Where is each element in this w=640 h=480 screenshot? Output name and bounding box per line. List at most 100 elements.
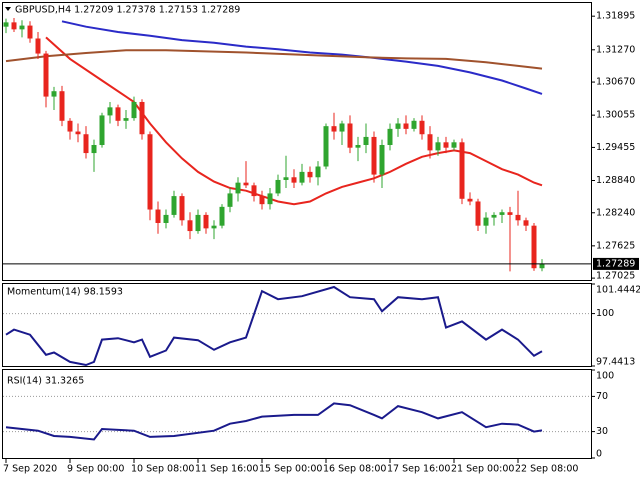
y-tick-label: 1.30670 <box>596 77 635 88</box>
candle-body <box>427 134 433 151</box>
y-tick-label: 1.28240 <box>596 207 635 218</box>
candle-body <box>203 214 209 229</box>
candle-body <box>147 134 153 210</box>
candle-body <box>171 196 177 215</box>
x-tick-label: 7 Sep 2020 <box>3 464 57 475</box>
x-tick-label: 11 Sep 16:00 <box>195 464 258 475</box>
current-price-label: 1.27289 <box>596 258 635 269</box>
candle-body <box>363 136 369 145</box>
candle-body <box>155 209 161 223</box>
indicator-line <box>5 285 543 367</box>
candle-body <box>67 120 73 132</box>
candle-body <box>491 214 497 218</box>
candle-body <box>187 220 193 232</box>
candle-body <box>403 123 409 129</box>
candle-body <box>59 91 65 121</box>
y-tick-label: 1.31270 <box>596 44 635 55</box>
candle-body <box>483 217 489 226</box>
candle-body <box>539 263 545 269</box>
candle-body <box>131 101 137 119</box>
rsi-panel <box>2 369 592 459</box>
candle-body <box>307 171 313 178</box>
candle-body <box>507 212 513 215</box>
candle-body <box>35 38 41 54</box>
candle-body <box>99 115 105 145</box>
candle-body <box>475 201 481 226</box>
y-tick-label: 1.29455 <box>596 142 635 153</box>
y-tick-label: 1.28840 <box>596 175 635 186</box>
indicator-line <box>5 402 543 441</box>
x-tick-label: 16 Sep 08:00 <box>323 464 386 475</box>
candle-body <box>499 212 505 215</box>
candle-body <box>83 134 89 154</box>
candle-body <box>467 198 473 202</box>
y-tick-label: 101.4442 <box>596 285 640 296</box>
candle-body <box>331 126 337 132</box>
candle-body <box>235 182 241 194</box>
y-tick-label: 0 <box>596 449 602 460</box>
candle-body <box>267 193 273 205</box>
collapse-icon[interactable] <box>5 7 11 11</box>
candle-body <box>323 126 329 167</box>
candle-body <box>179 196 185 221</box>
candle-body <box>11 22 17 30</box>
candle-body <box>283 177 289 180</box>
candle-body <box>515 214 521 221</box>
candle-body <box>395 123 401 129</box>
candle-body <box>211 225 217 229</box>
y-tick-label: 1.27625 <box>596 240 635 251</box>
candle-body <box>243 182 249 186</box>
y-tick-label: 1.31895 <box>596 11 635 22</box>
candle-body <box>435 142 441 151</box>
candle-body <box>51 91 57 97</box>
candle-body <box>251 185 257 197</box>
candle-body <box>115 107 121 121</box>
y-tick-label: 100 <box>596 308 614 319</box>
candle-body <box>531 225 537 269</box>
candle-body <box>459 142 465 199</box>
y-tick-label: 100 <box>596 371 614 382</box>
candle-body <box>219 206 225 226</box>
y-tick-label: 30 <box>596 426 608 437</box>
y-tick-label: 1.30055 <box>596 110 635 121</box>
candle-body <box>3 22 9 27</box>
candle-body <box>387 128 393 145</box>
candle-body <box>379 144 385 175</box>
candle-body <box>139 101 145 135</box>
x-tick-label: 22 Sep 08:00 <box>515 464 578 475</box>
candle-body <box>371 136 377 175</box>
candle-body <box>299 171 305 183</box>
candle-body <box>123 118 129 121</box>
momentum-panel <box>2 283 592 367</box>
candle-body <box>443 142 449 148</box>
y-tick-label: 70 <box>596 391 608 402</box>
x-tick-label: 9 Sep 00:00 <box>67 464 124 475</box>
candle-body <box>19 25 25 30</box>
x-tick-label: 10 Sep 08:00 <box>131 464 194 475</box>
candle-body <box>339 123 345 132</box>
candle-body <box>259 196 265 205</box>
candle-body <box>291 177 297 183</box>
candle-body <box>411 120 417 129</box>
indicator-line <box>61 20 543 95</box>
candle-body <box>43 53 49 97</box>
chart-title: GBPUSD,H4 1.27209 1.27378 1.27153 1.2728… <box>15 5 240 16</box>
current-price-box <box>593 257 639 270</box>
candle-body <box>275 179 281 194</box>
candle-body <box>195 214 201 232</box>
candle-body <box>163 214 169 223</box>
candle-body <box>347 123 353 148</box>
candle-body <box>75 131 81 135</box>
x-tick-label: 17 Sep 16:00 <box>387 464 450 475</box>
momentum-title: Momentum(14) 98.1593 <box>7 287 123 298</box>
y-tick-label: 1.27025 <box>596 271 635 282</box>
indicator-line <box>5 49 543 70</box>
candle-body <box>27 25 33 39</box>
candle-body <box>315 166 321 178</box>
candle-body <box>523 220 529 226</box>
indicator-line <box>45 36 543 206</box>
rsi-title: RSI(14) 31.3265 <box>7 376 84 387</box>
